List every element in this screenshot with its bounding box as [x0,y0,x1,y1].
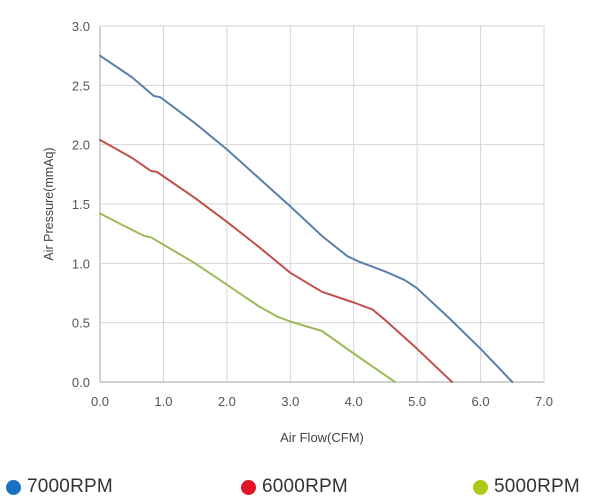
x-tick-label: 6.0 [472,394,490,409]
pq-curve-chart: 0.0 1.0 2.0 3.0 4.0 5.0 6.0 7.0 0.0 0.5 1.0 1.5 2.0 2… [42,19,553,445]
y-tick-label: 0.0 [72,375,90,390]
y-tick-label: 1.0 [72,256,90,271]
grid-lines [99,25,545,383]
y-tick-label: 2.5 [72,78,90,93]
legend-7000rpm-label: 7000RPM [27,476,113,497]
legend-5000rpm-marker [473,479,488,495]
x-tick-label: 4.0 [345,394,363,409]
series-lines [99,54,514,383]
y-axis-title: Air Pressure(mmAq) [42,147,56,260]
x-tick-label: 5.0 [408,394,426,409]
legend-7000rpm-marker [6,479,21,495]
legend-6000rpm-label: 6000RPM [262,476,348,497]
legend-5000rpm-label: 5000RPM [494,476,580,497]
legend-item-6000rpm: 6000RPM [241,474,348,500]
x-axis-title: Air Flow(CFM) [280,430,364,445]
legend-6000rpm-marker [241,479,256,495]
x-tick-label: 7.0 [535,394,553,409]
legend-item-7000rpm: 7000RPM [6,474,113,500]
series-line-7000rpm [99,54,514,383]
y-tick-label: 0.5 [72,316,90,331]
y-tick-label: 2.0 [72,138,90,153]
x-tick-label: 1.0 [154,394,172,409]
tick-labels: 0.0 1.0 2.0 3.0 4.0 5.0 6.0 7.0 0.0 0.5 1.0 1.5 2.0 2… [72,19,553,409]
y-tick-label: 1.5 [72,197,90,212]
series-line-6000rpm [99,138,453,383]
series-line-5000rpm [99,212,396,383]
x-tick-label: 2.0 [218,394,236,409]
y-tick-label: 3.0 [72,19,90,34]
legend-item-5000rpm: 5000RPM [473,474,580,500]
x-tick-label: 0.0 [91,394,109,409]
x-tick-label: 3.0 [281,394,299,409]
